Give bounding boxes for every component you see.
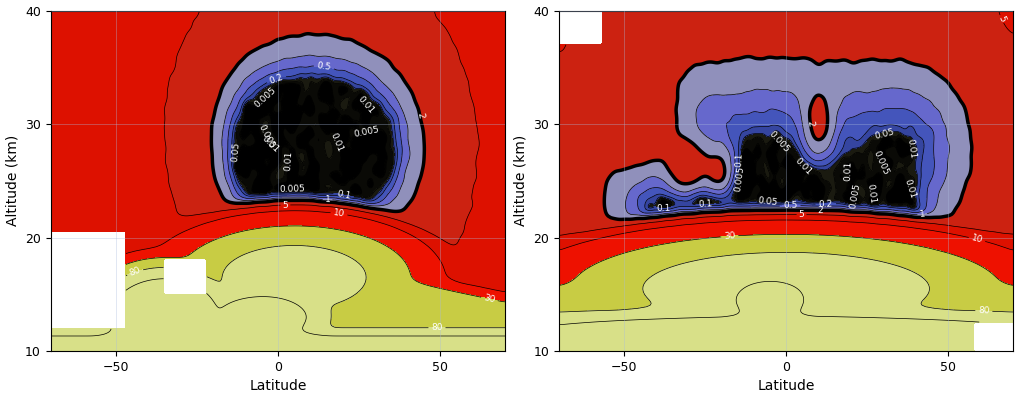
Text: 5: 5 (282, 200, 288, 209)
Text: 0.1: 0.1 (656, 204, 671, 213)
Text: 0.005: 0.005 (353, 125, 380, 139)
Text: 30: 30 (483, 293, 496, 305)
Text: 0.005: 0.005 (766, 129, 791, 154)
X-axis label: Latitude: Latitude (757, 379, 815, 393)
Text: 0.2: 0.2 (818, 199, 833, 209)
Text: 0.1: 0.1 (698, 200, 713, 209)
Text: 0.005: 0.005 (279, 184, 306, 194)
Text: 10: 10 (332, 209, 345, 219)
Text: 5: 5 (997, 15, 1007, 24)
Text: 0.01: 0.01 (865, 183, 877, 204)
Text: 80: 80 (128, 266, 142, 279)
Text: 0.01: 0.01 (844, 161, 853, 181)
Text: 0.01: 0.01 (903, 178, 917, 200)
Text: 0.01: 0.01 (283, 151, 293, 172)
Text: 0.1: 0.1 (735, 152, 745, 167)
Text: 0.005: 0.005 (849, 182, 862, 209)
Text: 10: 10 (970, 233, 983, 245)
Text: 5: 5 (799, 210, 804, 219)
Text: 0.05: 0.05 (757, 196, 777, 207)
Text: 0.5: 0.5 (783, 201, 798, 210)
Text: 0.005: 0.005 (734, 166, 746, 192)
Text: 0.01: 0.01 (356, 94, 376, 115)
Text: 0.05: 0.05 (230, 141, 240, 162)
Y-axis label: Altitude (km): Altitude (km) (5, 135, 19, 227)
Text: 0.1: 0.1 (335, 189, 352, 201)
Text: 0.05: 0.05 (874, 127, 896, 141)
Text: 0.01: 0.01 (260, 134, 280, 154)
Text: 2: 2 (806, 120, 815, 127)
Text: 2: 2 (415, 112, 425, 119)
Text: 0.005: 0.005 (872, 149, 891, 176)
Text: 2: 2 (817, 206, 822, 215)
Text: 0.01: 0.01 (905, 138, 917, 159)
Text: 0.5: 0.5 (317, 61, 332, 72)
Text: 1: 1 (324, 195, 330, 204)
Text: 0.2: 0.2 (268, 72, 284, 86)
Text: 80: 80 (431, 323, 442, 332)
Text: 0.005: 0.005 (257, 123, 276, 150)
Text: 30: 30 (723, 231, 736, 241)
Text: 1: 1 (919, 209, 925, 219)
Text: 80: 80 (978, 306, 989, 316)
Y-axis label: Altitude (km): Altitude (km) (514, 135, 528, 227)
Text: 0.01: 0.01 (328, 131, 344, 153)
Text: 0.005: 0.005 (253, 86, 277, 110)
X-axis label: Latitude: Latitude (250, 379, 307, 393)
Text: 0.01: 0.01 (793, 156, 813, 176)
